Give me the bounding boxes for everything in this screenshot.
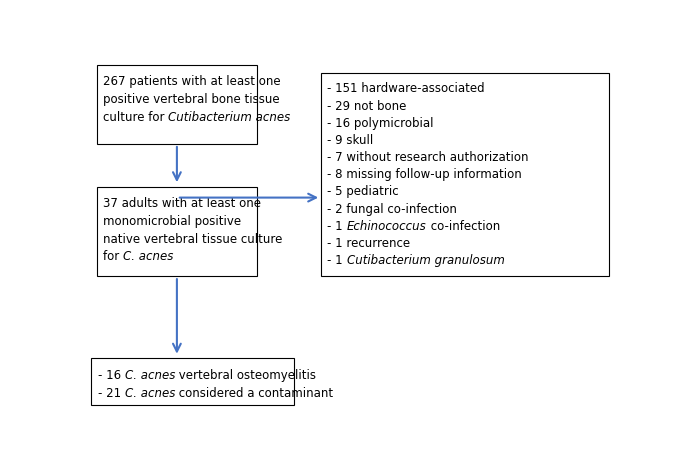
Text: - 5 pediatric: - 5 pediatric bbox=[327, 185, 399, 198]
Text: native vertebral tissue culture: native vertebral tissue culture bbox=[103, 232, 282, 245]
Text: C. acnes: C. acnes bbox=[125, 387, 175, 400]
Text: - 16 polymicrobial: - 16 polymicrobial bbox=[327, 117, 434, 130]
Text: culture for: culture for bbox=[103, 111, 169, 124]
Text: - 1: - 1 bbox=[327, 253, 347, 266]
Text: Cutibacterium granulosum: Cutibacterium granulosum bbox=[347, 253, 505, 266]
Text: for: for bbox=[103, 250, 123, 263]
Text: Echinococcus: Echinococcus bbox=[347, 219, 426, 232]
Text: C. acnes: C. acnes bbox=[123, 250, 174, 263]
FancyBboxPatch shape bbox=[96, 66, 257, 144]
Text: - 8 missing follow-up information: - 8 missing follow-up information bbox=[327, 168, 522, 181]
Text: Cutibacterium acnes: Cutibacterium acnes bbox=[169, 111, 291, 124]
Text: vertebral osteomyelitis: vertebral osteomyelitis bbox=[175, 369, 316, 382]
Text: monomicrobial positive: monomicrobial positive bbox=[103, 214, 241, 227]
FancyBboxPatch shape bbox=[321, 74, 610, 276]
Text: - 21: - 21 bbox=[98, 387, 125, 400]
Text: - 151 hardware-associated: - 151 hardware-associated bbox=[327, 82, 485, 95]
FancyBboxPatch shape bbox=[92, 358, 294, 405]
Text: - 16: - 16 bbox=[98, 369, 125, 382]
Text: 37 adults with at least one: 37 adults with at least one bbox=[103, 196, 261, 209]
Text: considered a contaminant: considered a contaminant bbox=[175, 387, 333, 400]
Text: - 1: - 1 bbox=[327, 219, 347, 232]
Text: co-infection: co-infection bbox=[426, 219, 500, 232]
Text: - 1 recurrence: - 1 recurrence bbox=[327, 236, 411, 249]
Text: - 9 skull: - 9 skull bbox=[327, 134, 373, 147]
FancyBboxPatch shape bbox=[96, 188, 257, 276]
Text: - 7 without research authorization: - 7 without research authorization bbox=[327, 151, 529, 164]
Text: - 2 fungal co-infection: - 2 fungal co-infection bbox=[327, 202, 457, 215]
Text: - 29 not bone: - 29 not bone bbox=[327, 100, 407, 113]
Text: C. acnes: C. acnes bbox=[125, 369, 175, 382]
Text: 267 patients with at least one: 267 patients with at least one bbox=[103, 75, 281, 88]
Text: positive vertebral bone tissue: positive vertebral bone tissue bbox=[103, 93, 280, 106]
